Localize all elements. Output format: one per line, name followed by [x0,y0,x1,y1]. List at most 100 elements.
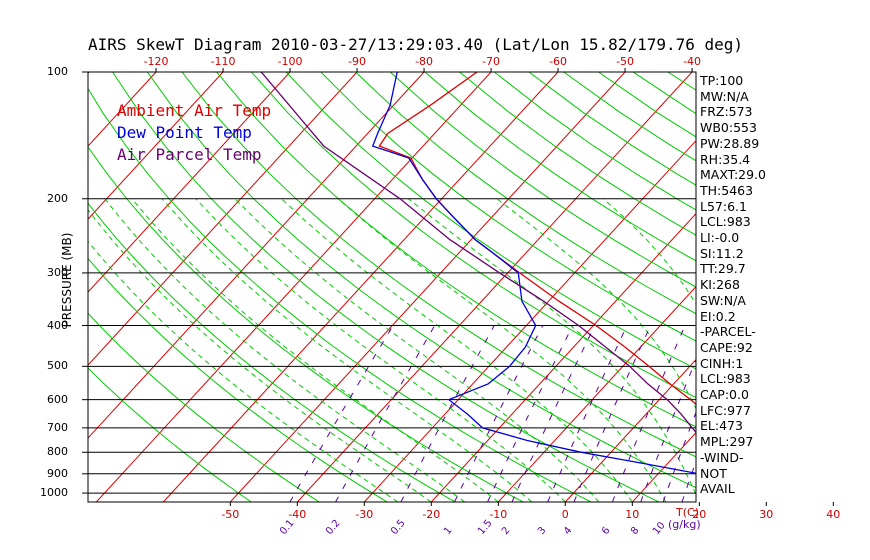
mixing-ratio-line [511,325,596,502]
legend-ambient-air-temp: Ambient Air Temp [117,101,272,120]
dry-adiabat-line [667,72,696,91]
legend-air-parcel-temp: Air Parcel Temp [117,145,262,164]
dry-adiabat-line [841,72,870,502]
stability-index: CAP:0.0 [700,387,749,402]
stability-index: EL:473 [700,418,743,434]
dry-adiabat-line [88,202,456,502]
isotherm-line [296,72,693,502]
moist-adiabat-line [104,198,466,502]
moist-adiabat-line [88,208,432,502]
series-air-parcel-temp [260,72,696,434]
dry-adiabat-line [88,146,524,502]
stability-index: SI:11.2 [700,245,744,261]
stability-index: FRZ:573 [700,104,753,120]
stability-index: -WIND- [700,449,744,465]
series-dew-point-temp [371,72,696,474]
bottom-temp-tick-label: 0 [561,508,569,521]
stability-index: RH:35.4 [700,151,751,167]
plot-frame [87,71,697,503]
mixing-ratio-line [453,325,544,502]
pressure-tick-label: 300 [47,265,68,279]
stability-index: LCL:983 [700,214,751,230]
isotherm-line [766,72,870,502]
stability-index: SW:N/A [700,292,746,308]
sounding-lines [260,72,696,474]
stability-index: TT:29.7 [700,261,746,277]
isotherm-line [363,139,696,502]
isotherm-line [95,72,492,502]
moist-adiabat-line [795,199,833,502]
pressure-tick-label: 800 [47,445,68,459]
chart-title: AIRS SkewT Diagram 2010-03-27/13:29:03.4… [88,35,744,54]
legend-dew-point-temp: Dew Point Temp [117,123,252,142]
background-lines [0,72,870,503]
dry-adiabat-line [772,72,870,502]
dry-adiabat-line [146,72,696,489]
stability-index: MAXT:29.0 [700,167,766,183]
pressure-tick-label: 400 [47,318,68,332]
dry-adiabat-line [251,72,696,399]
cape-hatch [739,474,760,489]
isotherm-line [833,72,870,502]
mixing-ratio-line [400,325,495,502]
moist-adiabat-line [337,198,667,502]
dry-adiabat-line [285,72,696,370]
moist-adiabat-line [408,198,696,496]
pressure-tick-label: 700 [47,420,68,434]
moist-adiabat-line [161,198,533,502]
stability-index: LCL:983 [700,371,751,387]
stability-index: AVAIL [700,481,735,497]
pressure-tick-label: 500 [47,359,68,373]
temperature-unit-label: T(C) [676,506,699,519]
dry-adiabat-line [389,72,696,288]
moist-adiabat-line [131,198,499,502]
stability-index: TP:100 [700,73,744,88]
dry-adiabat-line [216,72,696,428]
dry-adiabat-line [320,72,696,342]
moist-adiabat-line [88,240,399,502]
y-axis-label: PRESSURE (MB) [60,232,74,328]
bottom-temp-tick-label: -50 [221,508,240,521]
mixing-ratio-line [814,326,865,503]
bottom-temp-tick-label: 10 [625,508,640,521]
isotherm-line [162,72,559,502]
stability-index: -PARCEL- [700,324,756,340]
moist-adiabat-line [195,198,566,502]
isotherm-line [88,72,425,439]
bottom-temp-tick-label: -40 [288,508,307,521]
pressure-tick-label: 600 [47,392,68,406]
top-temp-tick-label: -120 [143,55,169,68]
dry-adiabat-line [88,87,592,502]
mixing-ratio-line [289,325,394,502]
dry-adiabat-line [112,72,660,502]
stability-index: KI:268 [700,277,740,293]
isotherm-line [88,72,291,293]
dry-adiabat-line [807,72,870,502]
top-temp-tick-label: -50 [616,55,635,68]
moist-adiabat-line [603,198,696,306]
dry-adiabat-line [355,72,696,315]
stability-index: MPL:297 [700,434,754,450]
isotherm-line [497,285,696,502]
stability-index: TH:5463 [700,182,754,198]
moist-adiabat-line [281,198,633,502]
isotherm-line [88,72,224,220]
series-ambient-air-temp [378,72,696,406]
mixing-ratio-unit: (g/kg) [668,518,701,531]
top-temp-tick-label: -70 [482,55,501,68]
top-temp-tick-label: -110 [210,55,236,68]
isotherm-line [0,72,22,502]
stability-index: PW:28.89 [700,135,760,151]
stability-index: LFC:977 [700,402,751,418]
pressure-tick-label: 900 [47,466,68,480]
top-temp-tick-label: -100 [277,55,303,68]
dry-adiabat-line [88,312,320,502]
top-temp-tick-label: -80 [415,55,434,68]
bottom-temp-tick-label: 30 [759,508,774,521]
isotherm-line [88,72,157,147]
stability-index: EI:0.2 [700,308,736,324]
mixing-ratio-line [782,326,836,503]
bottom-temp-tick-label: -30 [355,508,374,521]
bottom-temp-tick-label: -10 [489,508,508,521]
